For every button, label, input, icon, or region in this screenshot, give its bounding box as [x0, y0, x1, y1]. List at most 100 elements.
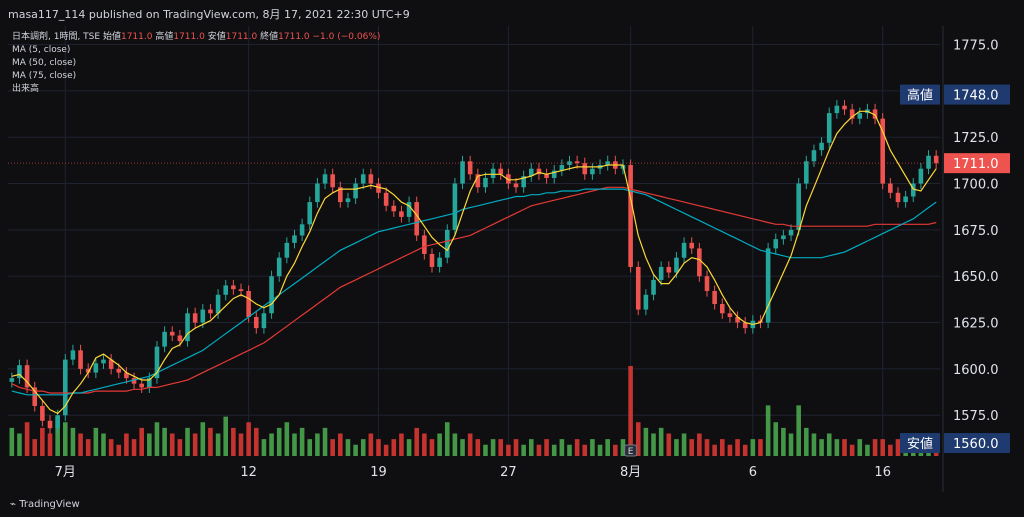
- low-tag-label: 安値: [907, 436, 933, 452]
- volume-bar: [704, 439, 710, 456]
- volume-bar: [574, 439, 580, 456]
- candle-body: [437, 257, 442, 267]
- x-tick-label: 7月: [55, 465, 76, 480]
- volume-bar: [681, 433, 687, 456]
- candle-body: [582, 163, 588, 175]
- volume-bar: [521, 444, 526, 456]
- volume-bar: [872, 439, 878, 456]
- candle-body: [842, 105, 847, 110]
- symbol-label: 日本調剤, 1時間, TSE: [12, 32, 101, 42]
- x-tick-label: 27: [500, 465, 517, 480]
- candle-body: [391, 205, 397, 212]
- price-chart[interactable]: 1775.01750.01725.01700.01675.01650.01625…: [0, 26, 1024, 492]
- volume-bar: [185, 427, 190, 456]
- indicator-ma5[interactable]: MA (5, close): [12, 45, 71, 55]
- volume-bar: [383, 444, 389, 456]
- last-price-tag-value-box: [944, 153, 1010, 174]
- y-tick-label: 1725.0: [953, 131, 999, 146]
- candle-body: [834, 105, 840, 114]
- volume-bar: [284, 422, 290, 456]
- candle-body: [888, 183, 893, 193]
- x-tick-label: 6: [749, 465, 757, 480]
- candle-body: [467, 161, 473, 175]
- volume-bar: [452, 433, 458, 456]
- volume-bar: [490, 439, 496, 456]
- volume-bar: [315, 433, 320, 456]
- candle-body: [368, 174, 374, 184]
- volume-bar: [559, 439, 565, 456]
- candle-body: [162, 331, 167, 347]
- candle-body: [551, 170, 557, 178]
- candle-body: [498, 168, 504, 175]
- change-value: −1.0 (−0.06%): [312, 32, 381, 42]
- candle-body: [422, 235, 427, 254]
- candle-body: [895, 192, 901, 203]
- candle-body: [24, 365, 30, 388]
- candle-body: [147, 378, 152, 388]
- volume-bar: [154, 422, 160, 456]
- candle-body: [490, 168, 496, 178]
- candle-body: [429, 253, 435, 267]
- volume-bar: [162, 427, 167, 456]
- candle-body: [399, 211, 404, 217]
- candle-body: [47, 420, 53, 429]
- low-tag-value: 1560.0: [953, 437, 999, 452]
- candle-body: [208, 309, 213, 314]
- tradingview-logo[interactable]: ⌁ TradingView: [10, 499, 80, 510]
- candle-body: [804, 161, 809, 184]
- volume-bar: [842, 439, 847, 456]
- candle-body: [590, 168, 595, 175]
- volume-bar: [330, 439, 335, 456]
- volume-bar: [804, 427, 809, 456]
- ohlc-low-label: 安値: [207, 32, 226, 42]
- candle-body: [192, 313, 198, 323]
- volume-bar: [597, 444, 603, 456]
- x-tick-label: 19: [370, 465, 387, 480]
- volume-bar: [796, 405, 801, 456]
- candle-body: [70, 350, 76, 360]
- volume-bar: [292, 433, 297, 456]
- volume-bar: [261, 439, 267, 456]
- candle-body: [872, 109, 878, 119]
- indicator-ma50[interactable]: MA (50, close): [12, 58, 77, 68]
- volume-bar: [169, 433, 175, 456]
- candle-body: [315, 183, 320, 203]
- tradingview-logo-icon: ⌁: [10, 499, 20, 510]
- candle-body: [849, 109, 855, 119]
- last-price-tag-value: 1711.0: [953, 157, 999, 172]
- candle-body: [712, 291, 717, 305]
- candle-body: [269, 276, 274, 314]
- volume-bar: [429, 439, 435, 456]
- y-tick-label: 1600.0: [953, 363, 999, 378]
- volume-bar: [651, 433, 656, 456]
- volume-bar: [322, 427, 328, 456]
- volume-bar: [765, 405, 771, 456]
- candle-body: [169, 331, 175, 336]
- y-tick-label: 1700.0: [953, 178, 999, 193]
- volume-bar: [47, 433, 53, 456]
- volume-bar: [192, 433, 198, 456]
- volume-bar: [231, 427, 236, 456]
- indicator-ma75[interactable]: MA (75, close): [12, 71, 77, 81]
- x-tick-label: 16: [874, 465, 891, 480]
- candle-body: [719, 304, 725, 314]
- volume-bar: [437, 433, 442, 456]
- volume-bar: [620, 439, 626, 456]
- volume-bar: [9, 427, 15, 456]
- volume-bar: [406, 439, 412, 456]
- indicator-volume[interactable]: 出来高: [12, 84, 40, 94]
- candle-body: [483, 177, 488, 188]
- candle-body: [85, 368, 91, 373]
- high-tag-value: 1748.0: [953, 89, 999, 104]
- candle-body: [338, 187, 343, 203]
- candle-body: [93, 363, 99, 373]
- volume-bar: [567, 444, 572, 456]
- candle-body: [108, 359, 114, 369]
- ohlc-close-label: 終値: [260, 32, 279, 42]
- candle-body: [353, 183, 358, 199]
- volume-bar: [551, 444, 557, 456]
- candle-body: [635, 266, 641, 310]
- candle-body: [704, 276, 710, 292]
- candle-body: [727, 313, 733, 317]
- candle-body: [574, 161, 580, 164]
